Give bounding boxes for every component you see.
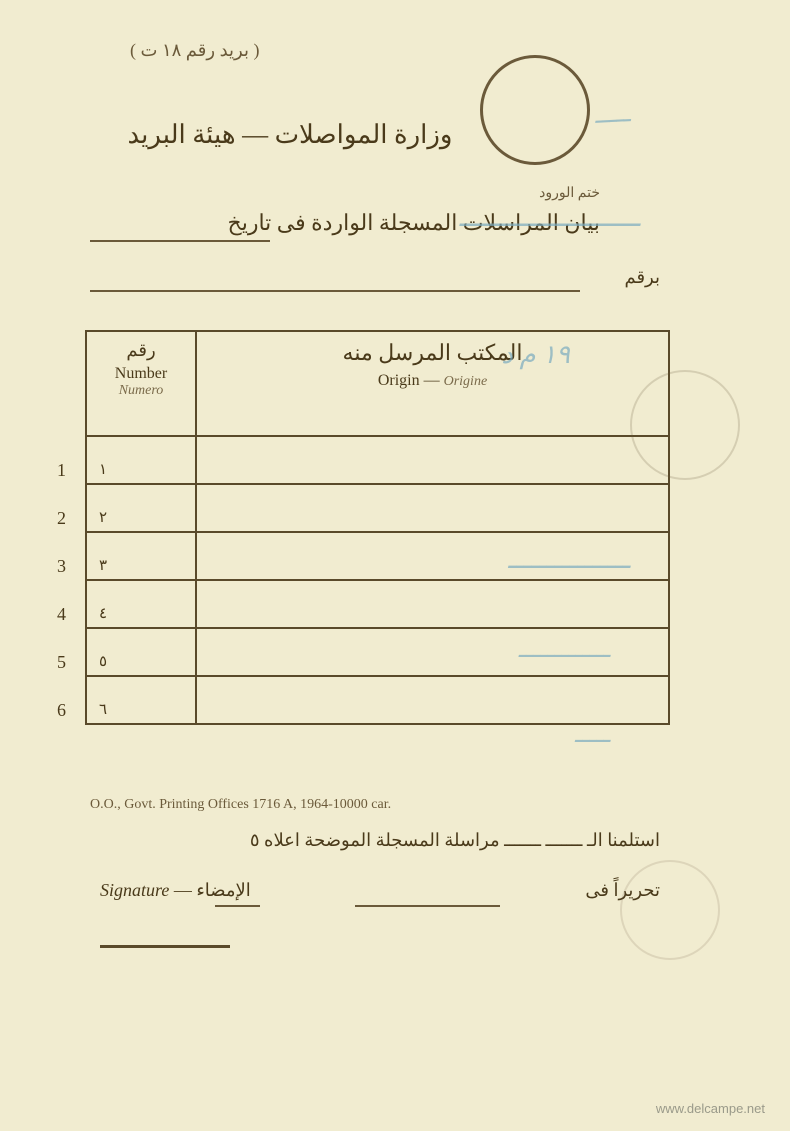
header-number-cell: رقم Number Numero: [86, 331, 196, 436]
header-origin-dash: —: [424, 372, 440, 389]
row-number-en: 1: [57, 460, 87, 481]
row-number-ar: ٣: [99, 556, 107, 575]
faint-stamp-circle-bottom: [620, 860, 720, 960]
number-fill-line: [90, 290, 580, 292]
handwriting-mark: ــــــــــــــــــــــ: [100, 200, 640, 234]
signature-dash-line: [215, 905, 260, 907]
signature-english: Signature: [100, 880, 169, 900]
header-number-english: Number: [87, 365, 195, 383]
handwriting-mark: ـــــ: [575, 720, 610, 749]
ministry-title: وزارة المواصلات — هيئة البريد: [90, 120, 490, 150]
row-number-en: 2: [57, 508, 87, 529]
row-number-ar: ١: [99, 460, 107, 479]
handwriting-mark: ١٩ م د: [501, 340, 570, 370]
signature-arabic: الإمضاء: [196, 880, 250, 900]
handwriting-mark: ــــــــــــــــ: [200, 545, 630, 575]
date-fill-line: [90, 240, 270, 242]
handwriting-mark: ـــــــــــــ: [200, 635, 610, 664]
handwriting-mark: ـــــ: [594, 99, 631, 130]
row-number-ar: ٤: [99, 604, 107, 623]
receipt-stamp-circle: [480, 55, 590, 165]
header-origin-french: Origine: [444, 374, 488, 389]
row-number-en: 5: [57, 652, 87, 673]
header-number-french: Numero: [87, 383, 195, 399]
table-row: 6 ٦: [86, 676, 669, 724]
header-origin-arabic: المكتب المرسل منه: [197, 340, 668, 366]
table-row: 4 ٤: [86, 580, 669, 628]
row-number-ar: ٦: [99, 700, 107, 719]
signature-fill-line: [355, 905, 500, 907]
registration-table: رقم Number Numero المكتب المرسل منه Orig…: [85, 330, 670, 725]
row-number-en: 4: [57, 604, 87, 625]
printing-office-footer: O.O., Govt. Printing Offices 1716 A, 196…: [90, 797, 391, 813]
row-number-ar: ٥: [99, 652, 107, 671]
watermark-text: www.delcampe.net: [656, 1101, 765, 1116]
bottom-rule: [100, 945, 230, 948]
row-number-en: 6: [57, 700, 87, 721]
header-number-arabic: رقم: [87, 340, 195, 361]
form-number-label: ( بريد رقم ١٨ ت ): [130, 40, 259, 61]
signature-row: Signature — الإمضاء: [100, 880, 660, 901]
row-number-en: 3: [57, 556, 87, 577]
header-origin-cell: المكتب المرسل منه Origin — Origine: [196, 331, 669, 436]
header-origin-english: Origin: [378, 372, 420, 389]
number-label: برقم: [624, 267, 660, 288]
signature-dash: —: [174, 880, 197, 900]
table-row: 2 ٢: [86, 484, 669, 532]
receipt-statement: استلمنا الـ ـــــــ ـــــــ مراسلة المسج…: [100, 830, 660, 851]
table-row: 1 ١: [86, 436, 669, 484]
table-header-row: رقم Number Numero المكتب المرسل منه Orig…: [86, 331, 669, 436]
row-number-ar: ٢: [99, 508, 107, 527]
faint-stamp-circle: [630, 370, 740, 480]
